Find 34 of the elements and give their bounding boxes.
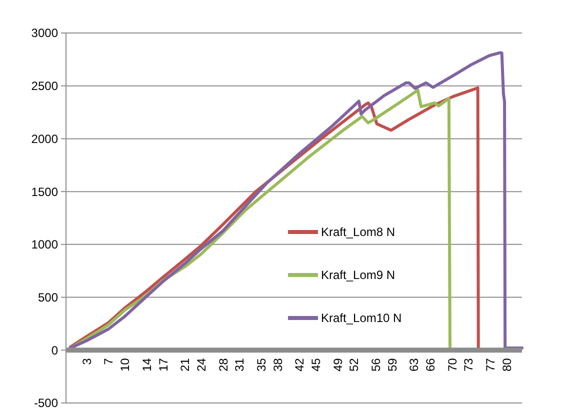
x-tick-label: 80 xyxy=(500,358,514,372)
x-tick-label: 28 xyxy=(216,358,230,372)
x-tick-label: 24 xyxy=(194,358,208,372)
x-tick-label: 59 xyxy=(385,358,400,372)
x-tick-label: 77 xyxy=(484,358,498,372)
x-tick-label: 3 xyxy=(80,358,94,365)
x-tick-label: 35 xyxy=(254,358,268,372)
y-tick-label: 3000 xyxy=(31,26,58,40)
x-tick-label: 7 xyxy=(102,358,116,365)
legend-label: Kraft_Lom10 N xyxy=(321,311,402,326)
x-tick-label: 14 xyxy=(140,358,154,372)
x-tick-label: 52 xyxy=(347,358,362,372)
x-tick-label: 49 xyxy=(330,358,345,372)
y-tick-label: 1000 xyxy=(31,238,58,252)
x-tick-label: 63 xyxy=(407,358,422,372)
x-tick-label: 56 xyxy=(369,358,384,372)
x-tick-label: 17 xyxy=(156,358,170,372)
x-tick-label: 10 xyxy=(118,358,132,372)
legend-label: Kraft_Lom9 N xyxy=(321,268,396,282)
x-tick-label: 38 xyxy=(270,358,285,372)
y-tick-label: -500 xyxy=(34,396,58,410)
y-tick-label: 0 xyxy=(51,343,58,358)
y-tick-label: 2000 xyxy=(31,132,58,146)
y-tick-label: 2500 xyxy=(31,79,58,94)
legend-label: Kraft_Lom8 N xyxy=(321,225,396,240)
x-tick-label: 66 xyxy=(424,358,438,372)
x-tick-label: 73 xyxy=(462,358,476,372)
x-tick-label: 42 xyxy=(292,358,307,372)
y-tick-label: 1500 xyxy=(31,184,58,199)
x-tick-label: 21 xyxy=(178,358,192,372)
y-tick-label: 500 xyxy=(38,290,58,304)
x-tick-label: 31 xyxy=(232,358,247,372)
x-tick-label: 70 xyxy=(445,358,460,372)
x-tick-label: 45 xyxy=(309,358,324,372)
